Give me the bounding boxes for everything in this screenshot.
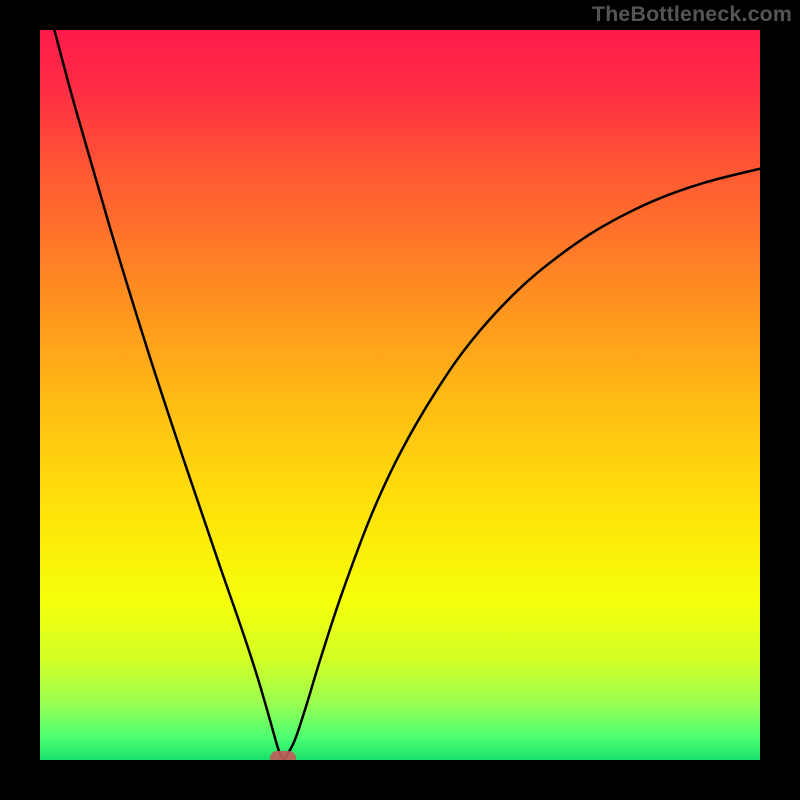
plot-area (40, 30, 760, 760)
plot-svg (40, 30, 760, 760)
chart-frame: TheBottleneck.com (0, 0, 800, 800)
gradient-background (40, 30, 760, 760)
watermark-text: TheBottleneck.com (592, 2, 792, 27)
minimum-marker (270, 751, 296, 760)
